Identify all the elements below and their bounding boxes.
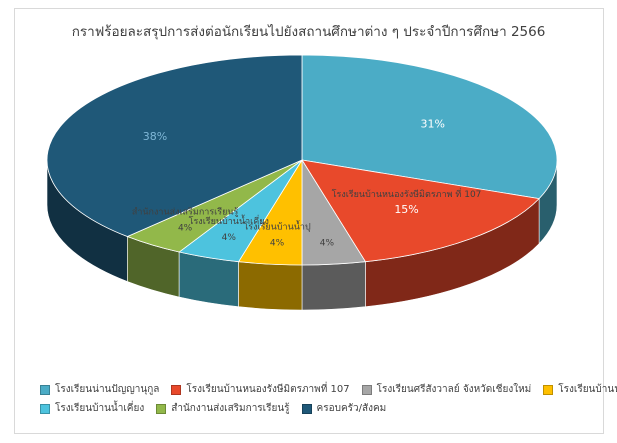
legend-label: โรงเรียนศรีสังวาลย์ จังหวัดเชียงใหม่	[376, 384, 532, 395]
data-label-1: 15%	[394, 203, 418, 216]
data-label-4: 4%	[222, 233, 237, 243]
chart-title: กราฟร้อยละสรุปการส่งต่อนักเรียนไปยังสถาน…	[71, 24, 546, 40]
legend-label: โรงเรียนบ้านน้ำปุ	[558, 384, 617, 395]
data-labels: 31% โรงเรียนบ้านหนองรังษีมิตรภาพ ที่ 107 1…	[132, 117, 482, 248]
slice-name-label-1: โรงเรียนบ้านหนองรังษีมิตรภาพ ที่ 107	[332, 187, 482, 200]
legend-swatch	[40, 403, 50, 414]
slice-name-label-3: โรงเรียนบ้านน้ำปุ	[243, 219, 311, 232]
legend-item: โรงเรียนบ้านหนองรังษีมิตรภาพที่ 107	[171, 382, 350, 397]
pie-side-2	[301, 261, 366, 311]
data-label-6: 38%	[143, 130, 167, 143]
legend-label: โรงเรียนบ้านน้ำเคี่ยง	[55, 403, 145, 414]
legend-label: ครอบครัว/สังคม	[316, 403, 387, 414]
pie-slice-1	[301, 159, 540, 263]
legend-swatch	[543, 384, 554, 395]
data-label-3: 4%	[270, 238, 285, 248]
data-label-0: 31%	[421, 117, 445, 130]
legend-swatch	[40, 384, 50, 395]
pie-chart: 31% โรงเรียนบ้านหนองรังษีมิตรภาพ ที่ 107 1…	[46, 54, 558, 311]
legend: โรงเรียนน่านปัญญานุกูล โรงเรียนบ้านหนองรั…	[40, 380, 617, 418]
legend-row: โรงเรียนน่านปัญญานุกูล โรงเรียนบ้านหนองรั…	[40, 380, 617, 399]
slice-name-label-4: โรงเรียนบ้านน้ำเคี่ยง	[189, 214, 269, 227]
pie-slice-6	[46, 54, 303, 237]
legend-item: สำนักงานส่งเสริมการเรียนรู้	[156, 401, 290, 416]
legend-item: โรงเรียนบ้านน้ำปุ	[543, 382, 617, 397]
legend-item: โรงเรียนบ้านน้ำเคี่ยง	[40, 401, 144, 416]
pie-side-3	[238, 261, 303, 311]
pie-slices	[46, 54, 558, 266]
legend-item: โรงเรียนศรีสังวาลย์ จังหวัดเชียงใหม่	[361, 382, 532, 397]
legend-swatch	[156, 403, 167, 414]
pie-slice-0	[301, 54, 558, 200]
legend-swatch	[361, 384, 372, 395]
slice-name-label-5: สำนักงานส่งเสริมการเรียนรู้	[132, 206, 239, 217]
data-label-2: 4%	[320, 238, 335, 248]
data-label-5: 4%	[178, 223, 193, 233]
legend-item: ครอบครัว/สังคม	[301, 401, 387, 416]
legend-label: สำนักงานส่งเสริมการเรียนรู้	[171, 403, 290, 414]
legend-item: โรงเรียนน่านปัญญานุกูล	[40, 382, 159, 397]
pie-sides	[46, 159, 558, 311]
legend-row: โรงเรียนบ้านน้ำเคี่ยง สำนักงานส่งเสริมการ…	[40, 399, 600, 418]
legend-swatch	[171, 384, 182, 395]
legend-label: โรงเรียนบ้านหนองรังษีมิตรภาพที่ 107	[186, 384, 350, 395]
legend-label: โรงเรียนน่านปัญญานุกูล	[55, 384, 160, 395]
legend-swatch	[301, 403, 312, 414]
